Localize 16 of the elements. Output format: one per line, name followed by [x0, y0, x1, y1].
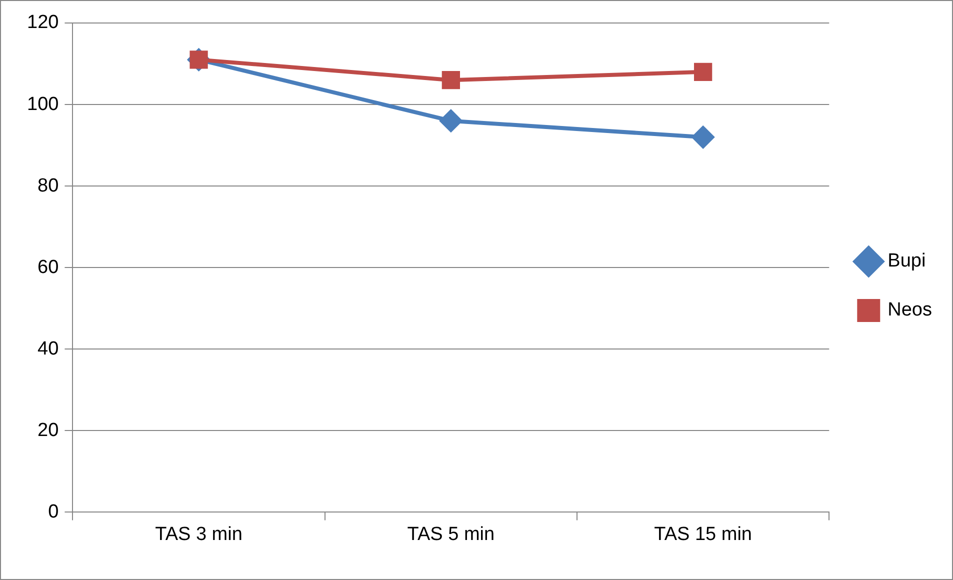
legend-label: Neos	[888, 300, 932, 321]
point	[694, 62, 712, 81]
point	[692, 126, 714, 148]
x-tick-label: TAS 15 min	[654, 524, 752, 545]
point	[442, 71, 460, 90]
x-tick-label: TAS 5 min	[407, 524, 495, 545]
y-tick-label: 60	[38, 256, 59, 278]
y-tick-label: 40	[38, 338, 59, 360]
y-tick-label: 0	[48, 501, 59, 522]
y-tick-label: 80	[38, 175, 59, 196]
y-tick-label: 120	[27, 12, 59, 34]
y-tick-label: 20	[38, 420, 59, 441]
point	[440, 110, 462, 132]
x-tick-label: TAS 3 min	[155, 524, 242, 545]
y-tick-label: 100	[27, 94, 59, 115]
legend-label: Bupi	[888, 250, 926, 272]
